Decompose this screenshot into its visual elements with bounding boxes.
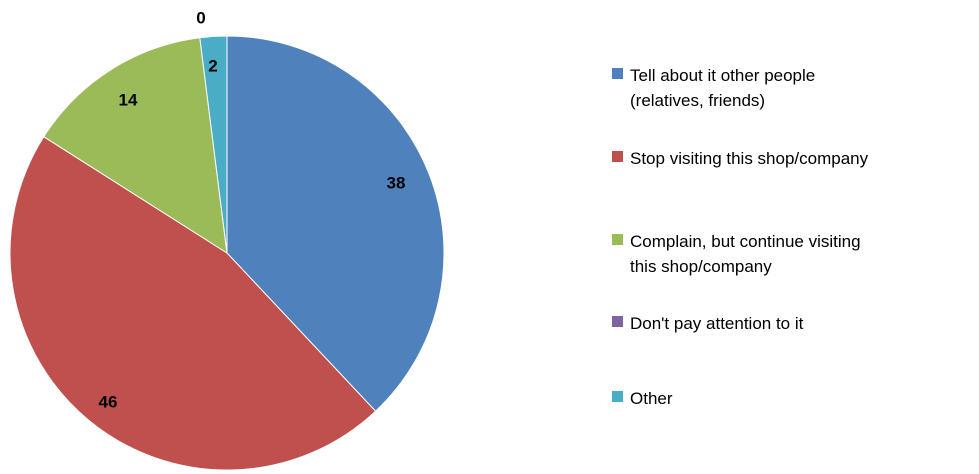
slice-stop-visiting <box>9 136 377 471</box>
legend-swatch-complain <box>612 234 623 245</box>
data-label-no-attention: 0 <box>196 9 205 28</box>
legend-label-other: Other <box>630 386 970 411</box>
legend-label-complain: Complain, but continue visiting this sho… <box>630 229 970 279</box>
legend-label-stop-visiting: Stop visiting this shop/company <box>630 146 970 171</box>
data-label-other: 2 <box>208 57 217 76</box>
data-label-stop-visiting: 46 <box>99 393 118 412</box>
legend-label-line: Tell about it other people <box>630 66 816 85</box>
legend-label-line: (relatives, friends) <box>630 91 766 110</box>
data-label-tell-others: 38 <box>387 174 406 193</box>
legend-label-line: Don't pay attention to it <box>630 314 804 333</box>
legend-label-line: Stop visiting this shop/company <box>630 149 869 168</box>
slice-tell-others <box>226 35 445 412</box>
legend-swatch-tell-others <box>612 68 623 79</box>
legend-label-no-attention: Don't pay attention to it <box>630 311 970 336</box>
legend: Tell about it other people (relatives, f… <box>612 0 972 474</box>
legend-label-line: Other <box>630 389 673 408</box>
legend-swatch-stop-visiting <box>612 151 623 162</box>
slice-complain <box>43 37 228 254</box>
legend-label-line: Complain, but continue visiting <box>630 232 861 251</box>
legend-label-tell-others: Tell about it other people (relatives, f… <box>630 63 970 113</box>
slice-other <box>199 35 228 254</box>
legend-swatch-other <box>612 391 623 402</box>
legend-label-line: this shop/company <box>630 257 772 276</box>
legend-swatch-no-attention <box>612 316 623 327</box>
data-label-complain: 14 <box>119 91 138 110</box>
